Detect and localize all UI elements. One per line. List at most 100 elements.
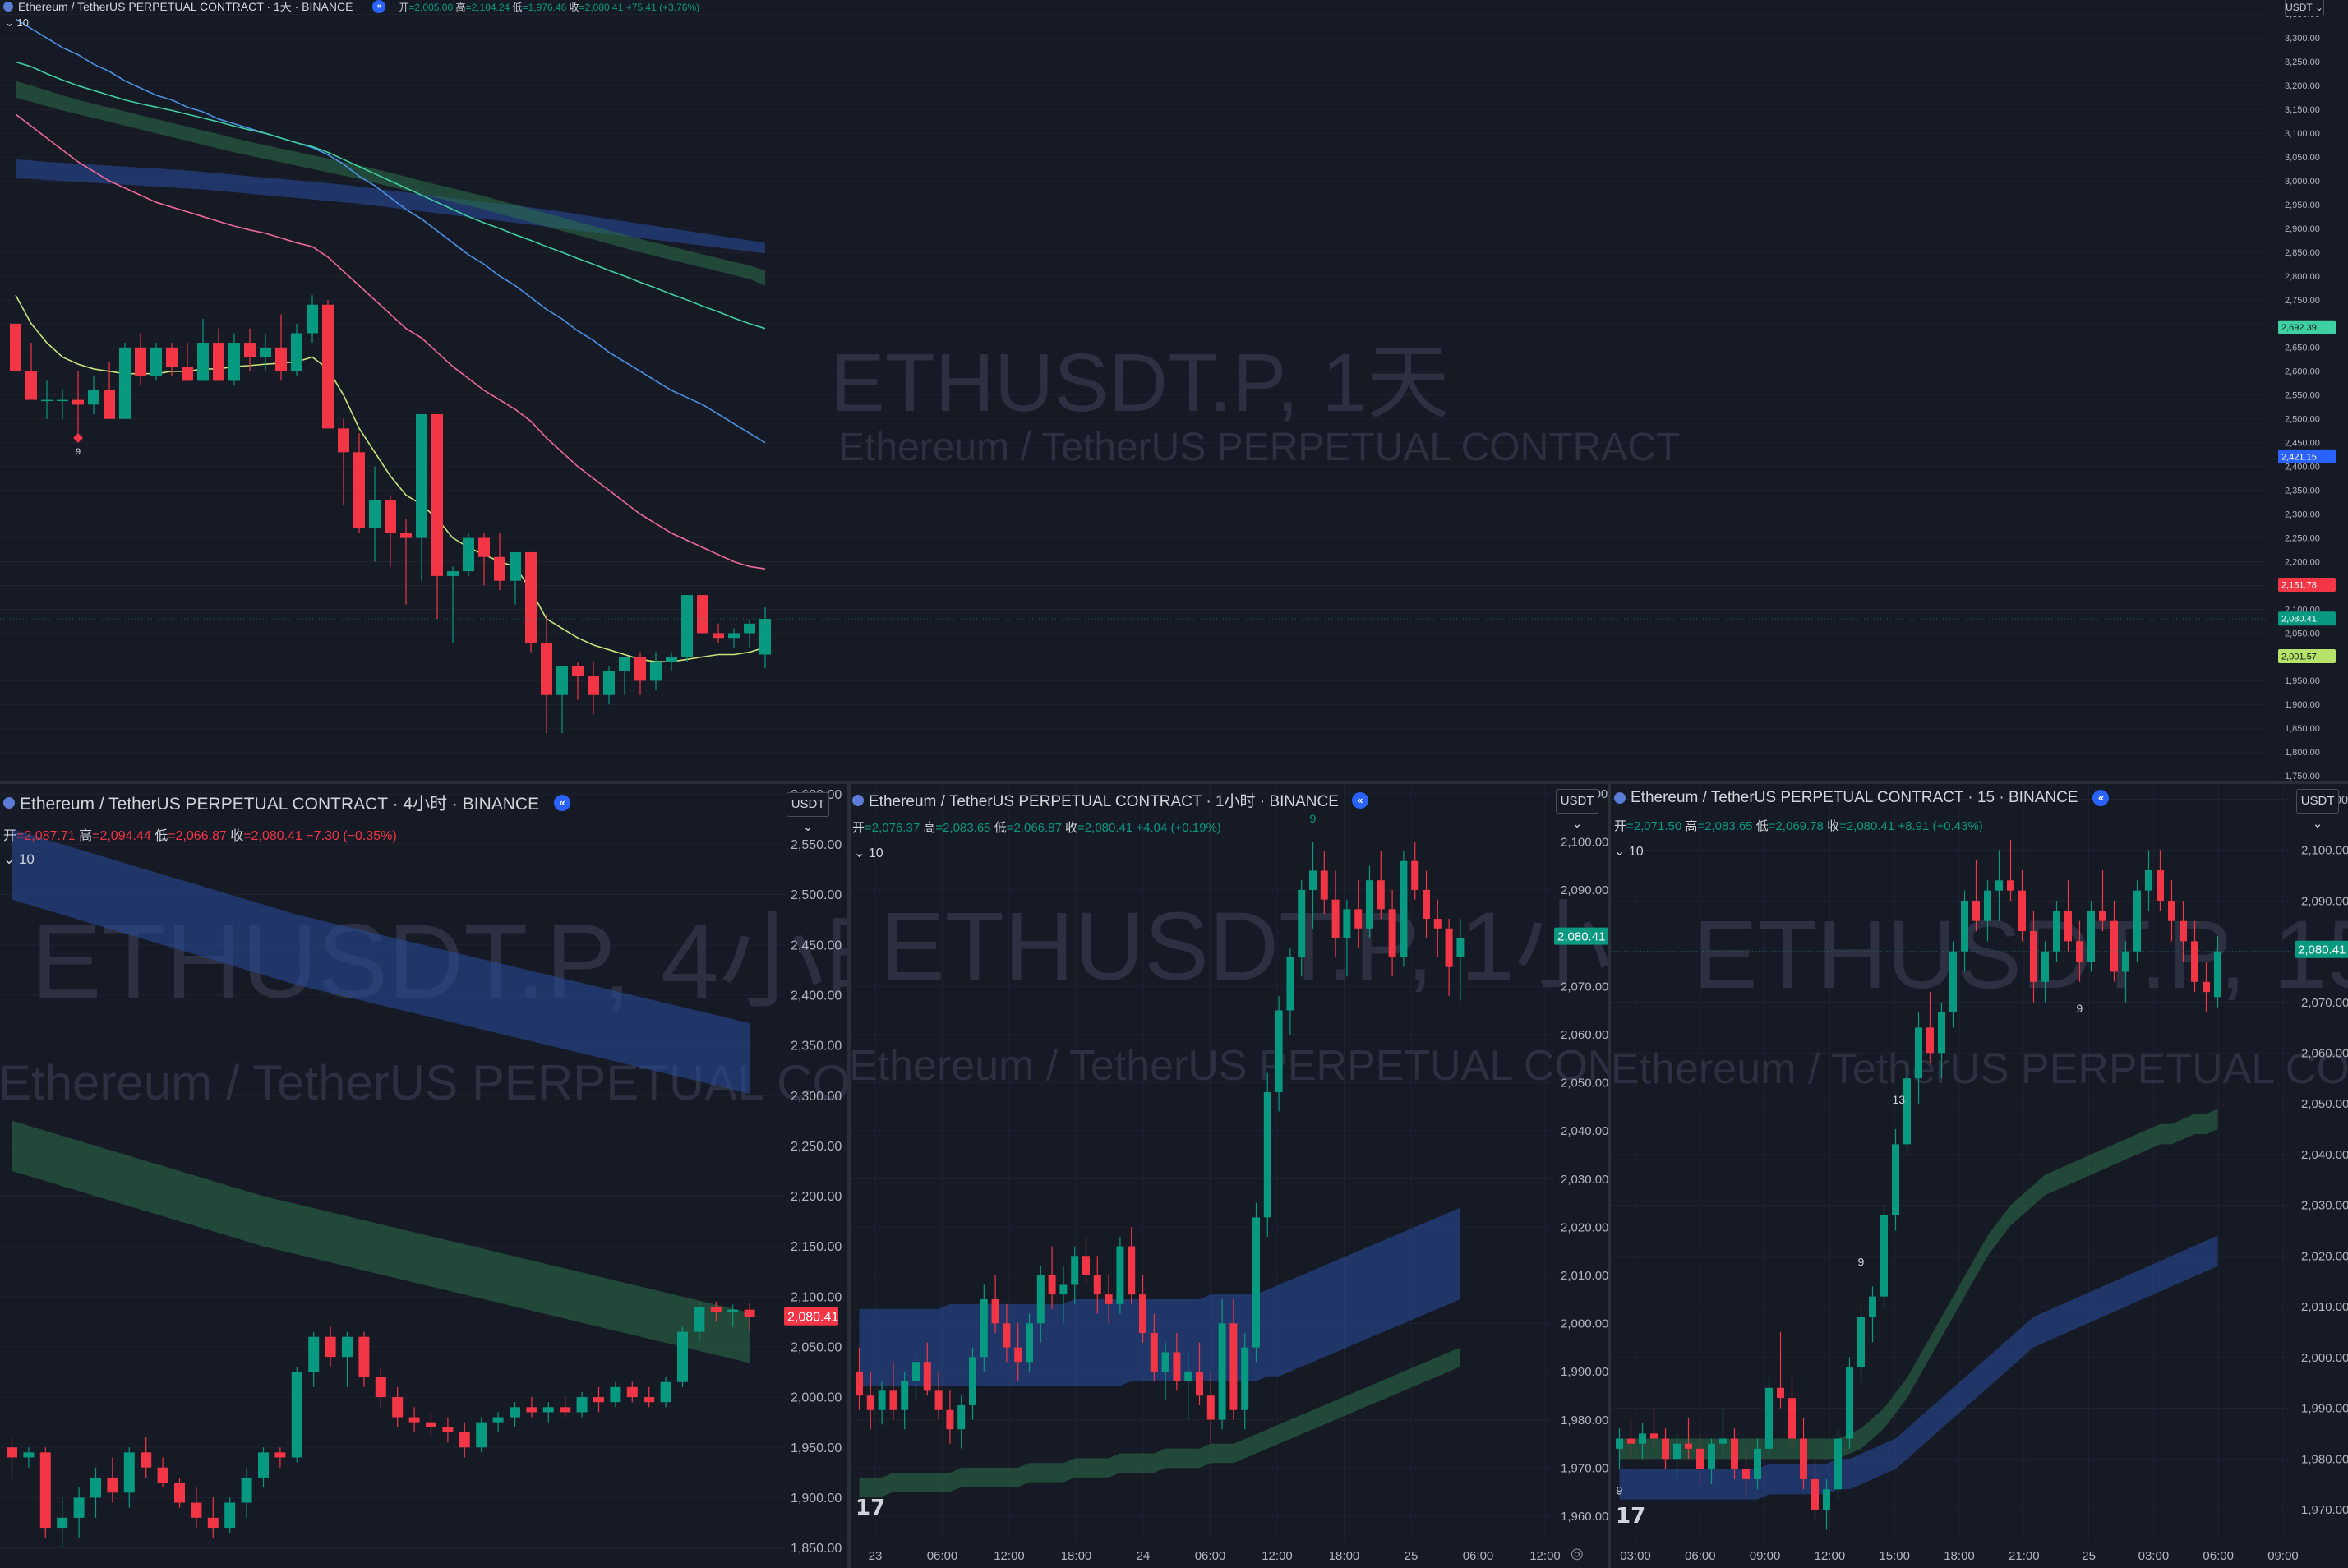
candle-body: [107, 1477, 118, 1493]
ma-band: [1619, 1235, 2218, 1500]
watermark-symbol: ETHUSDT.P, 1小时: [880, 892, 1608, 1001]
panel-divider[interactable]: [1608, 784, 1611, 1568]
candle-body: [2064, 911, 2072, 942]
candle-body: [1846, 1367, 1853, 1439]
candle-body: [1036, 1275, 1045, 1324]
chart-title: Ethereum / TetherUS PERPETUAL CONTRACT ·…: [18, 0, 353, 13]
indicator-toggle[interactable]: ⌄ 10: [3, 851, 35, 867]
indicator-toggle[interactable]: ⌄ 10: [854, 846, 883, 860]
candle-body: [1206, 1395, 1215, 1420]
price-tick: 2,030.00: [1561, 1173, 1608, 1187]
price-tick: 2,070.00: [2301, 996, 2348, 1010]
candle-body: [856, 1371, 863, 1396]
replay-icon[interactable]: «: [1351, 791, 1368, 809]
candle-body: [141, 1452, 152, 1468]
signal-marker: [73, 432, 83, 443]
ohlc-readout: 开=2,071.50 高=2,083.65 低=2,069.78 收=2,080…: [1614, 819, 1983, 833]
time-tick: 06:00: [1685, 1549, 1716, 1563]
candle-body: [23, 1452, 35, 1458]
candle-body: [39, 1452, 51, 1529]
candle-body: [41, 399, 53, 402]
indicator-toggle[interactable]: ⌄ 10: [1614, 845, 1644, 859]
price-tag: [2278, 577, 2336, 592]
indicator-toggle[interactable]: ⌄ 10: [5, 16, 29, 29]
settings-icon[interactable]: ◎: [1571, 1545, 1584, 1561]
candle-body: [1366, 880, 1373, 929]
candle-body: [197, 343, 209, 381]
candle-body: [1275, 1010, 1283, 1093]
candle-body: [258, 1452, 269, 1478]
candle-body: [644, 1397, 655, 1403]
candle-body: [174, 1483, 185, 1503]
signal-label: 9: [2077, 1002, 2083, 1015]
currency-select[interactable]: USDT ⌄: [787, 792, 829, 834]
price-tick: 1,800.00: [2285, 748, 2320, 758]
candle-body: [1696, 1448, 1704, 1469]
candle-body: [1400, 860, 1408, 957]
candle-body: [728, 633, 740, 639]
price-tick: 3,100.00: [2285, 129, 2320, 139]
time-tick: 25: [2082, 1549, 2096, 1563]
candle-body: [1150, 1333, 1158, 1372]
price-tick: 2,300.00: [2285, 510, 2320, 519]
panel-divider[interactable]: [847, 784, 851, 1568]
candle-body: [526, 1407, 537, 1413]
replay-icon[interactable]: «: [372, 0, 386, 13]
candle-body: [57, 1517, 68, 1529]
ethereum-icon: [1614, 792, 1626, 804]
chart-panel-1h[interactable]: ETHUSDT.P, 1小时 Ethereum / TetherUS PERPET…: [851, 784, 1608, 1568]
currency-select[interactable]: USDT ⌄: [2285, 0, 2324, 16]
currency-select[interactable]: USDT ⌄: [1556, 789, 1598, 831]
candle-body: [408, 1417, 420, 1423]
candle-body: [1026, 1323, 1033, 1363]
price-tick: 2,750.00: [2285, 296, 2320, 306]
candle-body: [2041, 951, 2049, 982]
time-tick: 06:00: [2203, 1549, 2234, 1563]
replay-icon[interactable]: «: [554, 795, 571, 811]
price-tick: 1,960.00: [1561, 1510, 1608, 1524]
candle-body: [660, 1381, 671, 1403]
price-tick: 1,970.00: [1561, 1461, 1608, 1475]
price-tag-label: 2,001.57: [2281, 652, 2317, 662]
time-tick: 03:00: [1620, 1549, 1651, 1563]
price-tag-label: 2,692.39: [2281, 323, 2317, 333]
candle-body: [593, 1397, 604, 1403]
price-tick: 2,350.00: [2285, 486, 2320, 496]
price-tick: 1,900.00: [2285, 700, 2320, 710]
chart-panel-1d[interactable]: ETHUSDT.P, 1天 Ethereum / TetherUS PERPETU…: [0, 0, 2348, 781]
ohlc-readout: 开=2,005.00 高=2,104.24 低=1,976.46 收=2,080…: [399, 1, 700, 13]
candle-body: [626, 1386, 638, 1398]
price-tick: 2,800.00: [2285, 272, 2320, 282]
chart-canvas-1h[interactable]: ETHUSDT.P, 1小时 Ethereum / TetherUS PERPET…: [851, 784, 1608, 1568]
candle-body: [426, 1422, 436, 1427]
price-tick: 2,100.00: [1561, 836, 1608, 850]
candle-body: [1616, 1438, 1623, 1449]
time-tick: 24: [1137, 1549, 1151, 1563]
time-tick: 18:00: [1944, 1549, 1975, 1563]
candle-body: [1048, 1275, 1056, 1295]
candle-body: [1869, 1296, 1876, 1317]
chart-canvas-4h[interactable]: ETHUSDT.P, 4小时Ethereum / TetherUS PERPET…: [0, 784, 847, 1568]
price-tag-label: 2,080.41: [1557, 929, 1605, 943]
candle-body: [375, 1377, 386, 1398]
signal-label: 13: [1893, 1093, 1906, 1106]
candle-body: [1105, 1294, 1113, 1304]
candle-body: [207, 1517, 219, 1529]
candle-body: [2087, 911, 2095, 962]
price-tick: 2,850.00: [2285, 248, 2320, 258]
time-tick: 18:00: [1061, 1549, 1092, 1563]
ohlc-readout: 开=2,087.71 高=2,094.44 低=2,066.87 收=2,080…: [3, 829, 397, 843]
currency-select[interactable]: USDT ⌄: [2296, 789, 2339, 831]
price-tick: 2,150.00: [791, 1240, 842, 1254]
price-tick: 2,300.00: [791, 1090, 842, 1104]
replay-icon[interactable]: «: [2092, 790, 2110, 806]
chart-panel-4h[interactable]: ETHUSDT.P, 4小时Ethereum / TetherUS PERPET…: [0, 784, 847, 1568]
price-tick: 2,090.00: [2301, 894, 2348, 908]
candle-body: [934, 1390, 943, 1410]
candle-body: [135, 347, 146, 376]
panel-divider[interactable]: [0, 781, 2348, 784]
candle-body: [431, 413, 443, 576]
